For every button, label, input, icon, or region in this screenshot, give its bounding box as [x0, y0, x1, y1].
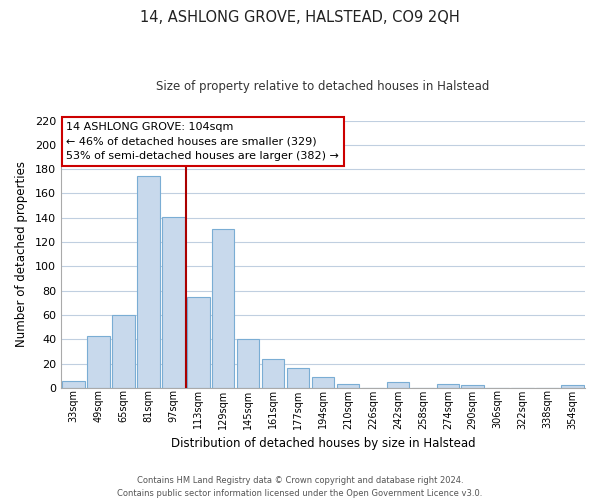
- Bar: [561, 386, 584, 388]
- Bar: [87, 336, 110, 388]
- Text: Contains HM Land Registry data © Crown copyright and database right 2024.
Contai: Contains HM Land Registry data © Crown c…: [118, 476, 482, 498]
- Bar: [137, 176, 160, 388]
- Bar: [187, 297, 209, 388]
- Bar: [287, 368, 310, 388]
- Text: 14 ASHLONG GROVE: 104sqm
← 46% of detached houses are smaller (329)
53% of semi-: 14 ASHLONG GROVE: 104sqm ← 46% of detach…: [66, 122, 339, 162]
- Title: Size of property relative to detached houses in Halstead: Size of property relative to detached ho…: [157, 80, 490, 93]
- Bar: [262, 358, 284, 388]
- Y-axis label: Number of detached properties: Number of detached properties: [15, 161, 28, 347]
- Bar: [437, 384, 459, 388]
- Bar: [212, 228, 235, 388]
- Bar: [162, 216, 185, 388]
- Bar: [461, 386, 484, 388]
- Bar: [237, 340, 259, 388]
- Bar: [312, 377, 334, 388]
- Bar: [62, 380, 85, 388]
- Text: 14, ASHLONG GROVE, HALSTEAD, CO9 2QH: 14, ASHLONG GROVE, HALSTEAD, CO9 2QH: [140, 10, 460, 25]
- Bar: [112, 315, 134, 388]
- Bar: [337, 384, 359, 388]
- Bar: [386, 382, 409, 388]
- X-axis label: Distribution of detached houses by size in Halstead: Distribution of detached houses by size …: [171, 437, 475, 450]
